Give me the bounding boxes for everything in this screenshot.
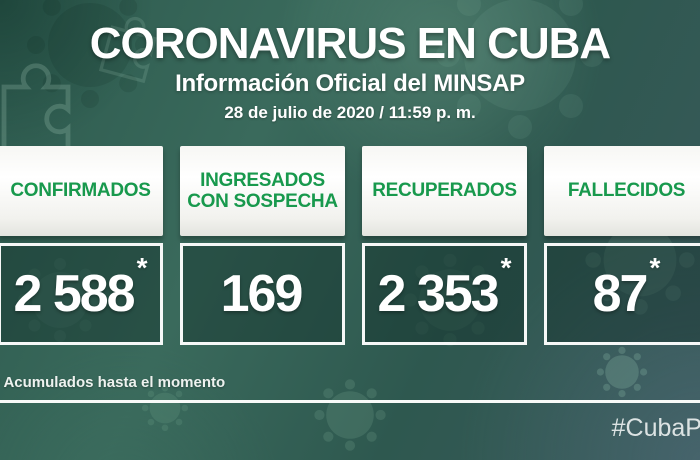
stat-value: 169 (220, 265, 304, 323)
stats-row: CONFIRMADOS 2 588 * INGRESADOS CON SOSPE… (0, 146, 700, 345)
footnote: * Acumulados hasta el momento (0, 374, 226, 391)
stat-label: RECUPERADOS (372, 180, 517, 202)
report-date: 28 de julio de 2020 / 11:59 p. m. (224, 103, 476, 122)
stat-card-ingresados-con-sospecha: INGRESADOS CON SOSPECHA 169 (180, 146, 345, 345)
asterisk-marker: * (136, 252, 148, 283)
asterisk-marker: * (500, 252, 512, 283)
stat-value: 87 (592, 265, 649, 323)
asterisk-marker: * (649, 252, 661, 283)
hashtag: #CubaP (611, 414, 700, 442)
stat-label: FALLECIDOS (567, 180, 686, 202)
divider-line (0, 400, 700, 403)
page-title: CORONAVIRUS EN CUBA (89, 19, 611, 68)
stat-value-box: 2 588 * (0, 243, 163, 345)
stat-value-box: 169 (180, 243, 345, 345)
header: CORONAVIRUS EN CUBA Información Oficial … (0, 19, 700, 122)
stat-value: 2 353 (377, 265, 499, 323)
stat-card-fallecidos: FALLECIDOS 87 * (544, 146, 700, 345)
stat-value: 2 588 (13, 265, 135, 323)
stat-label-box: RECUPERADOS (362, 146, 527, 236)
stat-label-box: INGRESADOS CON SOSPECHA (180, 146, 345, 236)
stat-value-box: 2 353 * (362, 243, 527, 345)
stat-label: INGRESADOS CON SOSPECHA (187, 169, 338, 212)
stat-value-box: 87 * (544, 243, 700, 345)
stat-label-box: CONFIRMADOS (0, 146, 163, 236)
stat-card-recuperados: RECUPERADOS 2 353 * (362, 146, 527, 345)
stat-label-box: FALLECIDOS (544, 146, 700, 236)
stat-label: CONFIRMADOS (10, 180, 151, 202)
subtitle: Información Oficial del MINSAP (175, 70, 525, 97)
stat-card-confirmados: CONFIRMADOS 2 588 * (0, 146, 163, 345)
